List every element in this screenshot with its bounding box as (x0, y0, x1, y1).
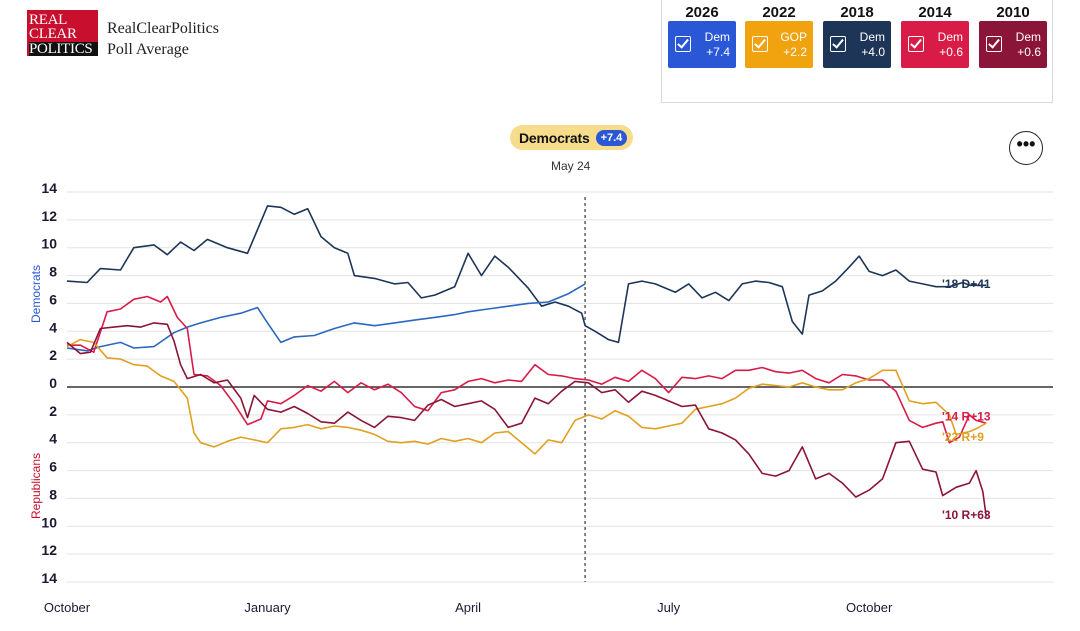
election-margin: +0.6 (1017, 45, 1041, 59)
current-value-pill: Democrats +7.4 (510, 125, 634, 150)
series-end-labels: '18 D+41 '14 R+13 '22 R+9 '10 R+63 (942, 277, 991, 522)
election-party: Dem (859, 30, 885, 44)
election-toggle-2026[interactable]: Dem +7.4 (668, 21, 736, 68)
election-toggle-2018[interactable]: Dem +4.0 (823, 21, 891, 68)
chart-grid (67, 191, 1053, 583)
election-margin: +4.0 (861, 45, 885, 59)
series-line-2010[interactable] (66, 322, 987, 517)
election-party: GOP (780, 30, 807, 44)
y-tick-label: 6 (49, 459, 57, 475)
checkbox-checked-icon[interactable] (675, 36, 691, 52)
y-tick-label: 8 (49, 264, 57, 280)
more-options-button[interactable]: ••• (1009, 131, 1043, 165)
election-year: 2010 (996, 4, 1030, 21)
y-tick-label: 10 (41, 236, 57, 252)
series-line-2026[interactable] (66, 283, 586, 352)
y-tick-label: 2 (49, 347, 57, 363)
checkbox-checked-icon[interactable] (752, 36, 768, 52)
y-tick-label: 2 (49, 403, 57, 419)
election-year: 2018 (840, 4, 874, 21)
election-year: 2022 (762, 4, 796, 21)
series-end-label-2022: '22 R+9 (942, 430, 984, 444)
y-axis-label-democrats: Democrats (29, 265, 43, 323)
y-tick-label: 10 (41, 514, 57, 530)
election-year: 2014 (918, 4, 952, 21)
current-party-label: Democrats (519, 129, 590, 146)
y-tick-label: 4 (49, 431, 57, 447)
logo-line-2: CLEAR (29, 26, 77, 42)
election-party: Dem (704, 30, 730, 44)
series-line-2018[interactable] (66, 205, 987, 344)
election-selector: 2026 Dem +7.4 2022 GOP +2.2 2018 Dem +4.… (661, 0, 1053, 103)
series-end-label-2014: '14 R+13 (942, 409, 991, 423)
series-end-label-2010: '10 R+63 (942, 508, 991, 522)
series-line-2022[interactable] (66, 338, 987, 455)
election-2014[interactable]: 2014 Dem +0.6 (901, 4, 969, 68)
x-tick-label: July (657, 600, 681, 615)
y-tick-label: 8 (49, 486, 57, 502)
x-tick-label: October (846, 600, 893, 615)
brand-title: RealClearPolitics Poll Average (107, 18, 219, 60)
election-2010[interactable]: 2010 Dem +0.6 (979, 4, 1047, 68)
x-tick-label: April (455, 600, 481, 615)
election-toggle-2010[interactable]: Dem +0.6 (979, 21, 1047, 68)
election-margin: +2.2 (783, 45, 807, 59)
y-axis-label-republicans: Republicans (29, 453, 43, 519)
x-tick-label: January (244, 600, 291, 615)
y-tick-label: 14 (41, 570, 57, 586)
chart-series (66, 205, 987, 517)
logo-line-3: POLITICS (29, 42, 98, 57)
x-axis: October January April July October (44, 600, 893, 615)
current-value-badge: +7.4 (595, 129, 628, 146)
y-tick-label: 12 (41, 208, 57, 224)
x-tick-label: October (44, 600, 91, 615)
brand-subtitle: Poll Average (107, 41, 189, 58)
y-tick-label: 6 (49, 291, 57, 307)
y-tick-label: 14 (41, 180, 57, 196)
series-end-label-2018: '18 D+41 (942, 277, 991, 291)
election-margin: +7.4 (706, 45, 730, 59)
election-party: Dem (1015, 30, 1041, 44)
election-2022[interactable]: 2022 GOP +2.2 (745, 4, 813, 68)
election-toggle-2022[interactable]: GOP +2.2 (745, 21, 813, 68)
y-tick-label: 12 (41, 542, 57, 558)
y-axis: 14 12 10 8 6 4 2 0 2 4 6 8 10 12 14 (41, 180, 57, 586)
election-toggle-2014[interactable]: Dem +0.6 (901, 21, 969, 68)
checkbox-checked-icon[interactable] (908, 36, 924, 52)
checkbox-checked-icon[interactable] (830, 36, 846, 52)
current-date-label: May 24 (551, 159, 591, 173)
election-2018[interactable]: 2018 Dem +4.0 (823, 4, 891, 68)
checkbox-checked-icon[interactable] (986, 36, 1002, 52)
rcp-logo[interactable]: REAL CLEAR POLITICS (27, 10, 98, 57)
election-margin: +0.6 (939, 45, 963, 59)
election-party: Dem (937, 30, 963, 44)
logo-line-1: REAL (29, 12, 67, 28)
election-year: 2026 (685, 4, 719, 21)
series-line-2014[interactable] (67, 295, 987, 444)
y-tick-label: 4 (49, 319, 57, 335)
election-2026[interactable]: 2026 Dem +7.4 (668, 4, 736, 68)
brand-name: RealClearPolitics (107, 20, 219, 37)
y-tick-label: 0 (49, 375, 57, 391)
